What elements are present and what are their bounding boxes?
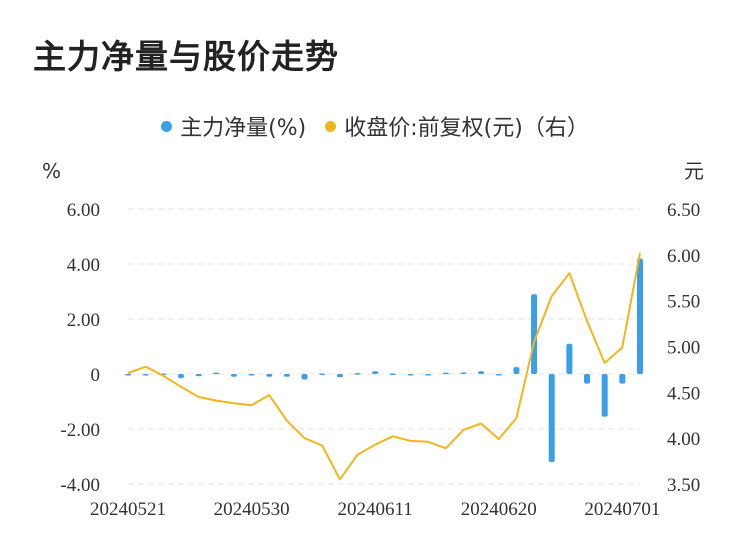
right-tick-label: 4.00 (667, 429, 700, 450)
x-tick-label: 20240701 (584, 499, 660, 520)
net-volume-bar (407, 374, 414, 376)
net-volume-bar (230, 374, 237, 377)
close-price-line (127, 252, 641, 481)
net-volume-bar (248, 374, 255, 376)
net-volume-bar (195, 374, 202, 377)
legend-label-close-price: 收盘价:前复权(元)（右） (344, 116, 589, 141)
right-tick-label: 5.00 (667, 338, 700, 359)
left-tick-label: 2.00 (67, 310, 100, 331)
legend: 主力净量(%) 收盘价:前复权(元)（右） (0, 110, 750, 142)
legend-dot-icon (325, 120, 337, 132)
left-tick-label: -2.00 (60, 420, 100, 441)
legend-item-net-volume[interactable]: 主力净量(%) (161, 110, 306, 142)
net-volume-bar (601, 374, 608, 417)
net-volume-bar (389, 373, 396, 375)
net-volume-bar (584, 374, 591, 384)
right-tick-label: 6.00 (667, 246, 700, 267)
net-volume-bar (566, 343, 573, 374)
net-volume-bar (442, 372, 449, 375)
left-tick-label: 4.00 (67, 255, 100, 276)
left-axis-unit: % (42, 159, 61, 183)
right-tick-label: 6.50 (667, 200, 700, 221)
legend-label-net-volume: 主力净量(%) (180, 116, 307, 141)
net-volume-bar (125, 374, 131, 376)
net-volume-bar (213, 372, 220, 375)
net-volume-bar (425, 374, 432, 376)
net-volume-bar (513, 367, 520, 374)
net-volume-bar (478, 371, 485, 374)
net-volume-bar (531, 294, 538, 374)
net-volume-bar (266, 374, 273, 377)
x-tick-label: 20240620 (461, 499, 537, 520)
x-tick-label: 20240611 (338, 499, 413, 520)
chart-title: 主力净量与股价走势 (33, 37, 339, 76)
right-axis-unit: 元 (684, 159, 704, 183)
x-tick-label: 20240530 (214, 499, 290, 520)
x-tick-label: 20240521 (90, 499, 166, 520)
legend-dot-icon (161, 120, 173, 132)
net-volume-bar (177, 374, 184, 379)
net-volume-bar (301, 374, 308, 380)
net-volume-bar (336, 374, 343, 378)
right-tick-label: 5.50 (667, 292, 700, 313)
net-volume-bar (495, 374, 502, 376)
net-volume-bar (619, 374, 626, 384)
net-volume-bar (372, 371, 379, 374)
right-tick-label: 4.50 (667, 383, 700, 404)
net-volume-bar (142, 374, 149, 376)
net-volume-bar (283, 374, 290, 377)
net-volume-bar (354, 373, 361, 375)
left-tick-label: 6.00 (67, 200, 100, 221)
left-tick-label: -4.00 (60, 475, 100, 496)
right-tick-label: 3.50 (667, 475, 700, 496)
net-volume-bar (637, 258, 643, 374)
left-tick-label: 0 (91, 365, 101, 386)
net-volume-bar (548, 374, 555, 462)
net-volume-bar (319, 373, 326, 375)
legend-item-close-price[interactable]: 收盘价:前复权(元)（右） (325, 110, 589, 142)
net-volume-bar (460, 372, 467, 374)
